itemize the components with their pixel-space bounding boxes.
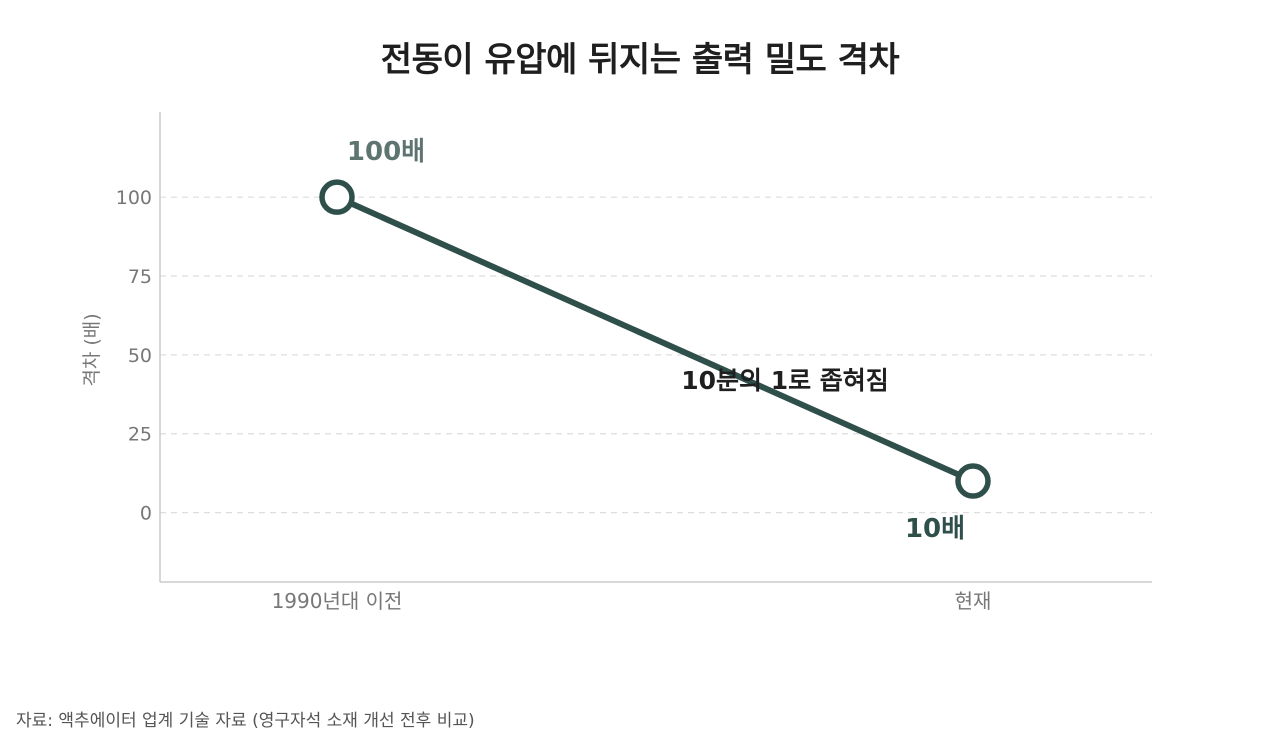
point-labels: 100배 10배: [347, 137, 965, 544]
chart-title: 전동이 유압에 뒤지는 출력 밀도 격차: [380, 40, 900, 80]
y-tick-labels: 0 25 50 75 100: [116, 187, 152, 524]
x-tick-label: 1990년대 이전: [272, 589, 403, 613]
y-tick-label: 75: [128, 266, 152, 288]
y-tick-label: 0: [140, 503, 152, 525]
series-gap: [319, 179, 991, 499]
y-tick-label: 100: [116, 187, 152, 209]
annotation-label: 10분의 1로 좁혀짐: [681, 366, 889, 395]
data-point-marker: [319, 179, 355, 215]
x-tick-labels: 1990년대 이전 현재: [272, 589, 992, 613]
data-point-marker: [955, 463, 991, 499]
y-axis-title: 격차 (배): [81, 313, 103, 386]
y-tick-label: 50: [128, 345, 152, 367]
y-tick-label: 25: [128, 424, 152, 446]
grid-lines: [160, 196, 1152, 514]
axes: [159, 112, 1152, 583]
source-note: 자료: 액추에이터 업계 기술 자료 (영구자석 소재 개선 전후 비교): [16, 711, 475, 731]
data-point-label: 100배: [347, 137, 425, 167]
data-point-label: 10배: [905, 514, 965, 544]
x-tick-label: 현재: [955, 589, 992, 613]
series-line: [334, 194, 976, 485]
